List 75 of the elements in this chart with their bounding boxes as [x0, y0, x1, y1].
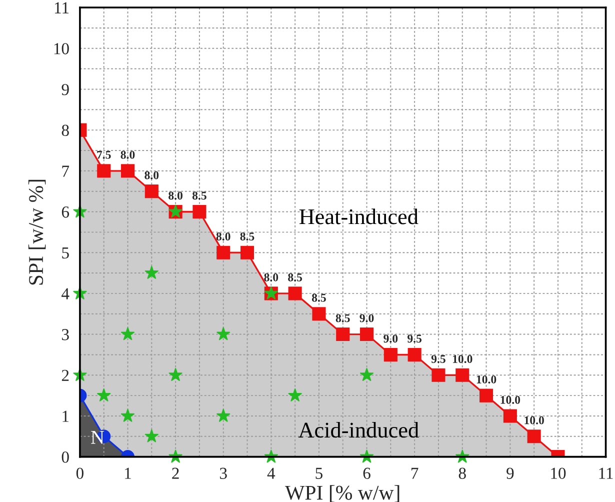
point: [408, 348, 422, 362]
annotation: 8.5: [336, 314, 350, 322]
annotation: Heat-induced: [299, 208, 418, 224]
annotation: 9.0: [360, 314, 374, 322]
annotation: N: [91, 430, 104, 444]
x-tick-label: 1: [125, 468, 131, 479]
y-tick-label: 6: [62, 206, 70, 218]
annotation: 10.0: [524, 416, 544, 424]
annotation: 8.5: [288, 273, 302, 282]
x-tick-label: 6: [363, 468, 370, 479]
annotation: Acid-induced: [298, 422, 419, 438]
point: [216, 408, 230, 422]
x-tick-label: 10: [551, 468, 566, 479]
y-tick-label: 11: [54, 2, 69, 14]
point: [97, 388, 111, 402]
point: [527, 430, 541, 444]
annotation: 10.0: [452, 355, 472, 364]
point: [120, 327, 135, 340]
x-tick-label: 4: [267, 468, 276, 479]
point: [144, 266, 158, 279]
annotation: 8.5: [240, 232, 254, 241]
point: [336, 328, 350, 342]
point: [432, 368, 446, 382]
point: [120, 408, 135, 422]
annotation: 8.0: [144, 171, 159, 180]
x-axis-title: WPI [% w/w]: [285, 485, 400, 502]
point: [168, 368, 182, 381]
point: [144, 429, 158, 442]
x-tick-label: 8: [458, 468, 466, 479]
x-tick-label: 7: [412, 468, 418, 479]
point: [480, 388, 494, 402]
x-tick-label: 2: [172, 468, 179, 479]
point: [456, 368, 470, 382]
annotation: 7.5: [97, 150, 111, 159]
y-tick-label: 9: [62, 84, 69, 96]
y-tick-label: 2: [62, 370, 69, 381]
y-tick-label: 3: [62, 329, 69, 340]
point: [503, 409, 517, 423]
y-tick-label: 0: [62, 452, 69, 463]
annotation: 8.0: [216, 232, 230, 241]
point: [120, 164, 135, 178]
point: [216, 246, 230, 260]
point: [360, 368, 374, 381]
x-tick-label: 3: [220, 468, 227, 479]
y-tick-label: 1: [62, 410, 69, 422]
annotation: 10.0: [476, 375, 496, 384]
point: [360, 328, 374, 342]
y-tick-label: 10: [54, 43, 69, 54]
y-tick-label: 8: [62, 124, 69, 136]
annotation: 8.0: [168, 192, 182, 200]
x-tick-label: 11: [599, 468, 613, 479]
point: [144, 184, 158, 198]
annotation: 9.5: [408, 334, 422, 343]
point: [216, 327, 230, 340]
point: [384, 348, 398, 362]
x-tick-label: 5: [316, 468, 322, 479]
y-tick-label: 5: [62, 247, 69, 259]
point: [288, 286, 302, 300]
annotation: 9.0: [384, 334, 398, 343]
y-axis-title: SPI [w/w %]: [28, 180, 46, 285]
annotation: 10.0: [500, 396, 520, 404]
annotation: 8.0: [264, 273, 278, 282]
annotation: 8.0: [120, 150, 135, 159]
point: [97, 164, 111, 178]
x-tick-label: 0: [76, 468, 84, 479]
point: [240, 246, 254, 260]
point: [288, 388, 302, 402]
point: [312, 307, 326, 321]
annotation: 8.5: [192, 192, 206, 200]
x-tick-label: 9: [506, 468, 514, 479]
y-tick-label: 7: [62, 166, 70, 177]
point: [192, 204, 206, 219]
annotation: 8.5: [312, 294, 326, 302]
annotation: 9.5: [431, 355, 446, 364]
y-tick-label: 4: [62, 288, 70, 300]
